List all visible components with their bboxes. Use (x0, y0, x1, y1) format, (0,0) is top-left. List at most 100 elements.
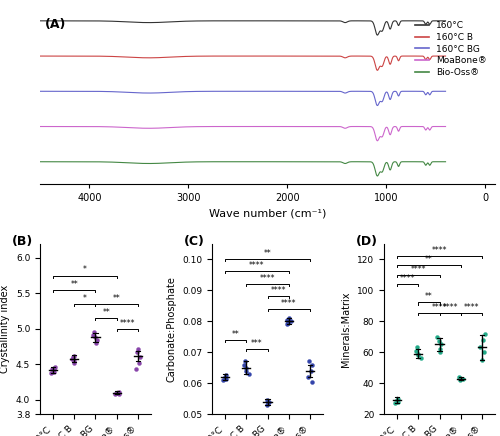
Point (242, 364, 250, 371)
Legend: 160°C, 160°C B, 160°C BG, MoaBone®, Bio-Oss®: 160°C, 160°C B, 160°C BG, MoaBone®, Bio-… (412, 17, 490, 81)
Text: **: ** (102, 308, 110, 317)
Point (459, 375, 467, 382)
Text: ****: **** (120, 319, 136, 328)
Point (264, 400, 272, 407)
Y-axis label: Carbonate:Phosphate: Carbonate:Phosphate (166, 276, 176, 382)
160°C BG (58, 89, 64, 94)
Point (242, 367, 250, 374)
160°C BG (431, 89, 437, 94)
Text: **: ** (425, 293, 432, 301)
Text: (D): (D) (356, 235, 378, 248)
Point (436, 349, 444, 356)
Text: *: * (83, 294, 87, 303)
160°C B (431, 54, 437, 59)
Point (282, 321, 290, 328)
160°C (374, 33, 380, 38)
Point (91, 334, 99, 341)
Point (414, 352, 422, 359)
Point (304, 374, 312, 381)
Point (132, 365, 140, 372)
Point (134, 360, 142, 367)
Point (240, 361, 248, 368)
160°C BG (431, 89, 437, 94)
160°C BG (37, 89, 43, 94)
Text: ****: **** (260, 274, 276, 283)
Point (112, 389, 120, 396)
Text: ****: **** (464, 303, 479, 312)
Point (284, 314, 292, 321)
Point (90, 331, 98, 338)
Text: **: ** (70, 280, 78, 289)
MoaBone® (442, 124, 448, 129)
Bio-Oss® (431, 159, 437, 164)
Point (222, 372, 230, 379)
160°C (37, 18, 43, 24)
Point (90, 328, 98, 335)
Text: ****: **** (410, 265, 426, 273)
Text: **: ** (232, 330, 239, 339)
Point (133, 348, 141, 355)
160°C BG (356, 89, 362, 94)
Point (50, 365, 58, 372)
Text: ****: **** (442, 303, 458, 312)
Point (52, 364, 60, 371)
Text: ***: *** (251, 339, 262, 348)
MoaBone® (431, 124, 437, 129)
MoaBone® (234, 124, 240, 129)
Point (68, 355, 76, 362)
Text: *: * (83, 266, 87, 275)
Point (305, 358, 313, 365)
160°C BG (224, 89, 230, 94)
160°C (224, 18, 230, 24)
Point (134, 345, 142, 352)
Point (70, 360, 78, 367)
Point (70, 358, 78, 364)
MoaBone® (224, 124, 230, 129)
160°C B (374, 68, 380, 73)
160°C (356, 18, 362, 24)
Text: ****: **** (432, 303, 448, 312)
Bio-Oss® (442, 159, 448, 164)
160°C (317, 18, 323, 24)
Text: **: ** (425, 255, 432, 264)
X-axis label: Wave number (cm⁻¹): Wave number (cm⁻¹) (209, 208, 326, 218)
Point (115, 391, 123, 398)
Text: **: ** (113, 294, 120, 303)
Line: 160°C B: 160°C B (40, 56, 446, 70)
Point (136, 354, 144, 361)
160°C BG (442, 89, 448, 94)
Point (218, 377, 226, 384)
Text: (A): (A) (44, 18, 66, 31)
160°C BG (234, 89, 240, 94)
160°C B (58, 54, 64, 59)
Text: ****: **** (432, 246, 448, 255)
Point (46, 369, 54, 376)
Text: ****: **** (249, 262, 264, 270)
160°C B (224, 54, 230, 59)
Point (287, 317, 295, 324)
Point (220, 374, 228, 381)
Bio-Oss® (234, 159, 240, 164)
Point (308, 378, 316, 385)
Point (413, 344, 421, 351)
Point (92, 340, 100, 347)
Line: MoaBone®: MoaBone® (40, 126, 446, 141)
Point (265, 399, 273, 405)
Line: Bio-Oss®: Bio-Oss® (40, 162, 446, 176)
MoaBone® (58, 124, 64, 129)
Point (263, 397, 271, 404)
Point (93, 336, 101, 343)
Bio-Oss® (356, 159, 362, 164)
160°C (442, 18, 448, 24)
Point (48, 366, 56, 373)
Text: (C): (C) (184, 235, 205, 248)
MoaBone® (356, 124, 362, 129)
Line: 160°C: 160°C (40, 21, 446, 35)
Point (392, 397, 400, 404)
MoaBone® (320, 124, 326, 129)
Point (456, 374, 464, 381)
Text: **: ** (264, 249, 272, 258)
160°C B (442, 54, 448, 59)
Point (70, 352, 78, 359)
Point (241, 358, 249, 365)
